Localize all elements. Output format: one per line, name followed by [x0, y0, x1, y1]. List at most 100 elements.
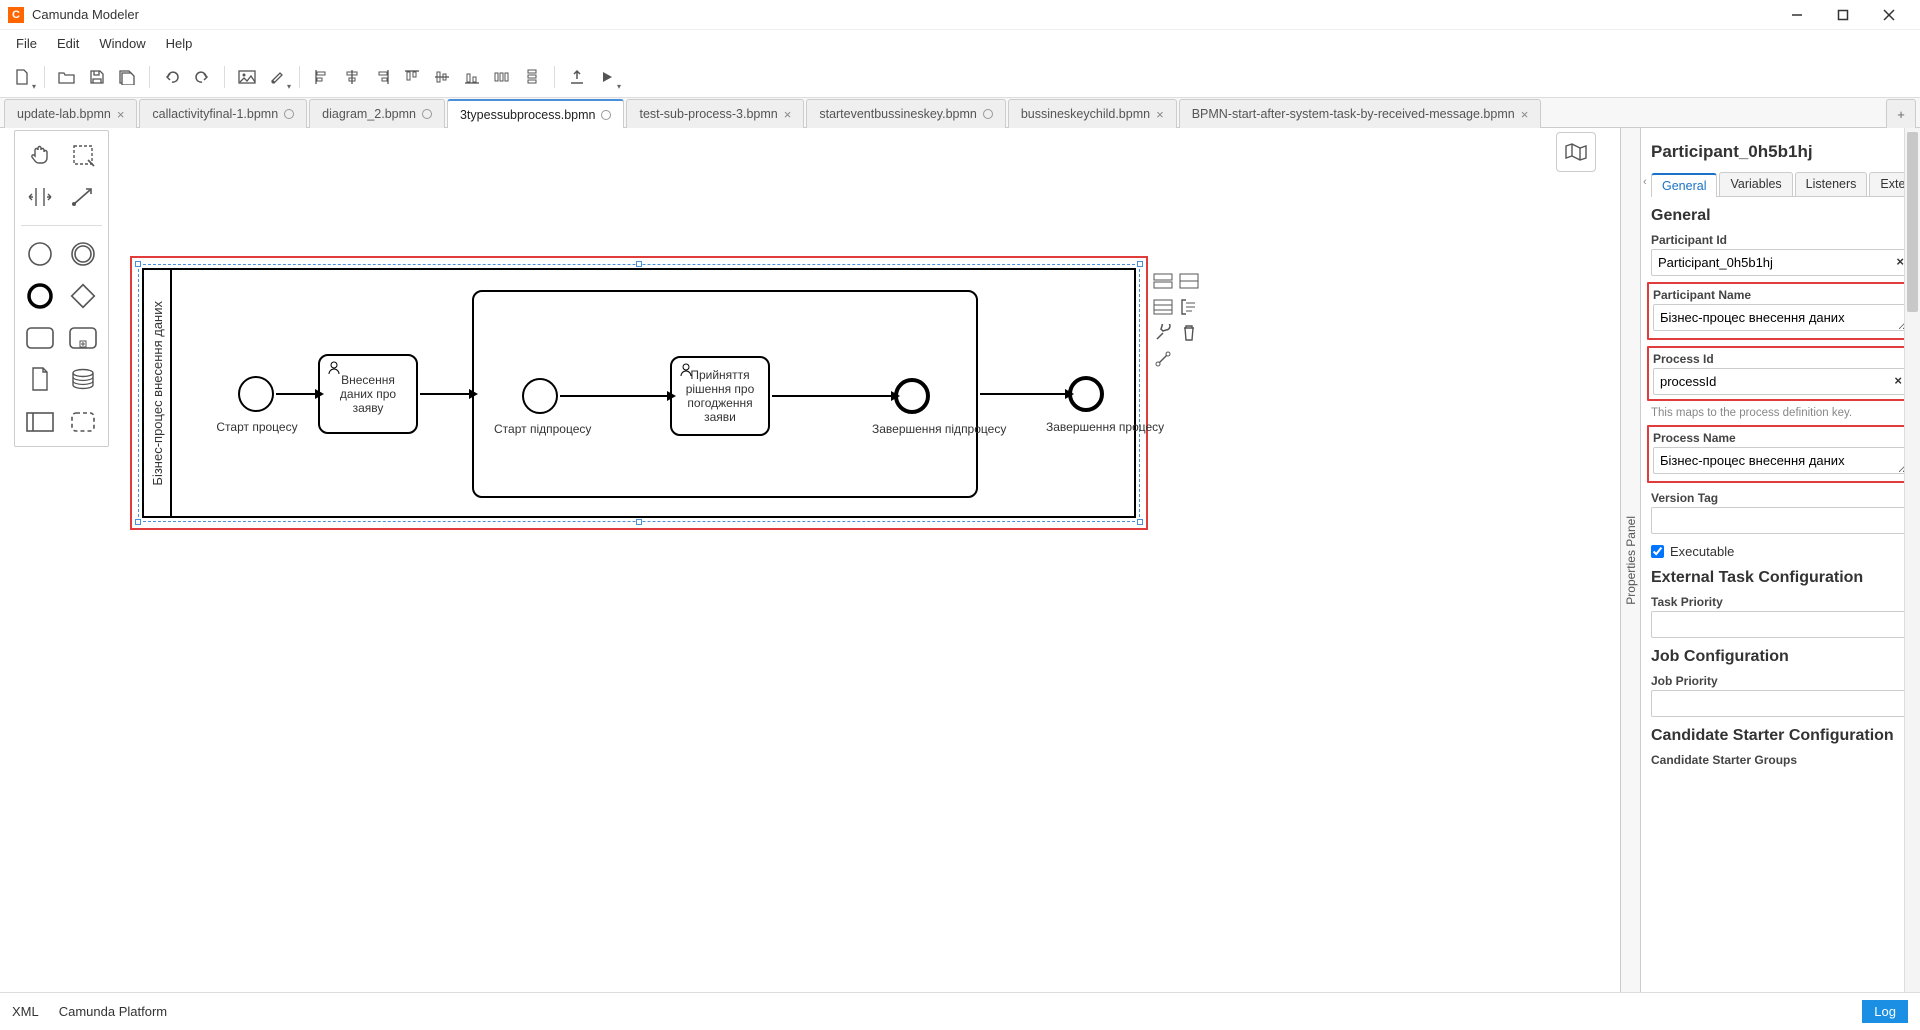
start-event[interactable]	[238, 376, 274, 412]
gateway-icon[interactable]	[65, 280, 103, 312]
close-button[interactable]	[1866, 0, 1912, 30]
participant-name-input[interactable]	[1653, 304, 1908, 331]
append-lane-three-icon[interactable]	[1152, 296, 1174, 318]
data-object-icon[interactable]	[21, 364, 59, 396]
tab-close-icon[interactable]: ×	[1521, 107, 1529, 122]
resize-handle-s[interactable]	[636, 519, 642, 525]
selection-box[interactable]: Бізнес-процес внесення даних Старт проце…	[138, 264, 1140, 522]
align-left-button[interactable]	[308, 63, 336, 91]
deploy-button[interactable]	[563, 63, 591, 91]
properties-panel-toggle[interactable]: Properties Panel	[1621, 128, 1641, 992]
tab-1[interactable]: callactivityfinal-1.bpmn	[139, 99, 307, 128]
task-icon[interactable]	[21, 322, 59, 354]
connect-icon[interactable]	[1152, 348, 1174, 370]
tab-add-button[interactable]: +	[1886, 99, 1916, 128]
save-as-button[interactable]	[113, 63, 141, 91]
align-top-button[interactable]	[398, 63, 426, 91]
sub-start-event[interactable]	[522, 378, 558, 414]
resize-handle-ne[interactable]	[1137, 261, 1143, 267]
tab-unsaved-icon[interactable]	[601, 110, 611, 120]
tab-3[interactable]: 3typessubprocess.bpmn	[447, 99, 625, 128]
image-button[interactable]	[233, 63, 261, 91]
properties-tab-variables[interactable]: Variables	[1719, 172, 1792, 196]
tab-4[interactable]: test-sub-process-3.bpmn×	[626, 99, 804, 128]
clear-icon[interactable]: ×	[1894, 373, 1902, 388]
pool-icon[interactable]	[21, 406, 59, 438]
save-button[interactable]	[83, 63, 111, 91]
canvas[interactable]: Бізнес-процес внесення даних Старт проце…	[0, 128, 1620, 992]
new-file-button[interactable]: ▾	[8, 63, 36, 91]
distribute-h-button[interactable]	[488, 63, 516, 91]
resize-handle-se[interactable]	[1137, 519, 1143, 525]
resize-handle-sw[interactable]	[135, 519, 141, 525]
resize-handle-n[interactable]	[636, 261, 642, 267]
subprocess-icon[interactable]	[65, 322, 103, 354]
menu-window[interactable]: Window	[91, 34, 153, 53]
start-button[interactable]: ▾	[593, 63, 621, 91]
properties-tab-listeners[interactable]: Listeners	[1795, 172, 1868, 196]
status-xml[interactable]: XML	[12, 1004, 39, 1019]
minimize-button[interactable]	[1774, 0, 1820, 30]
task-priority-input[interactable]	[1651, 611, 1910, 638]
executable-checkbox[interactable]	[1651, 545, 1664, 558]
menu-edit[interactable]: Edit	[49, 34, 87, 53]
job-priority-input[interactable]	[1651, 690, 1910, 717]
align-center-button[interactable]	[338, 63, 366, 91]
tab-7[interactable]: BPMN-start-after-system-task-by-received…	[1179, 99, 1542, 128]
redo-button[interactable]	[188, 63, 216, 91]
resize-handle-nw[interactable]	[135, 261, 141, 267]
sequence-flow[interactable]	[560, 395, 668, 397]
maximize-button[interactable]	[1820, 0, 1866, 30]
group-icon[interactable]	[65, 406, 103, 438]
space-tool-icon[interactable]	[21, 181, 59, 213]
sequence-flow[interactable]	[980, 393, 1066, 395]
sequence-flow[interactable]	[420, 393, 470, 395]
tab-unsaved-icon[interactable]	[284, 109, 294, 119]
append-lane-icon[interactable]	[1178, 270, 1200, 292]
tab-6[interactable]: bussineskeychild.bpmn×	[1008, 99, 1177, 128]
undo-button[interactable]	[158, 63, 186, 91]
pool-label-area[interactable]: Бізнес-процес внесення даних	[144, 270, 172, 516]
data-store-icon[interactable]	[65, 364, 103, 396]
end-event-icon[interactable]	[21, 280, 59, 312]
tab-0[interactable]: update-lab.bpmn×	[4, 99, 137, 128]
tab-scroll-left[interactable]: ‹	[1643, 176, 1647, 188]
status-platform[interactable]: Camunda Platform	[59, 1004, 167, 1019]
hand-tool-icon[interactable]	[21, 139, 59, 171]
user-task-1[interactable]: Внесення даних про заяву	[318, 354, 418, 434]
minimap-toggle[interactable]	[1556, 132, 1596, 172]
open-button[interactable]	[53, 63, 81, 91]
subprocess[interactable]: Старт підпроцесу Прийняття рішення про п…	[472, 290, 978, 498]
distribute-v-button[interactable]	[518, 63, 546, 91]
sequence-flow[interactable]	[772, 395, 892, 397]
menu-help[interactable]: Help	[158, 34, 201, 53]
tab-close-icon[interactable]: ×	[784, 107, 792, 122]
tab-close-icon[interactable]: ×	[1156, 107, 1164, 122]
start-event-icon[interactable]	[21, 238, 59, 270]
scrollbar-thumb[interactable]	[1907, 132, 1918, 312]
align-bottom-button[interactable]	[458, 63, 486, 91]
version-tag-input[interactable]	[1651, 507, 1910, 534]
participant-id-input[interactable]	[1651, 249, 1910, 276]
tab-unsaved-icon[interactable]	[983, 109, 993, 119]
text-annotation-icon[interactable]	[1178, 296, 1200, 318]
process-id-input[interactable]	[1653, 368, 1908, 395]
properties-tab-general[interactable]: General	[1651, 173, 1717, 197]
append-lane-above-icon[interactable]	[1152, 270, 1174, 292]
pool[interactable]: Бізнес-процес внесення даних Старт проце…	[142, 268, 1136, 518]
align-middle-button[interactable]	[428, 63, 456, 91]
tab-5[interactable]: starteventbussineskey.bpmn	[806, 99, 1006, 128]
lasso-tool-icon[interactable]	[65, 139, 103, 171]
process-name-input[interactable]	[1653, 447, 1908, 474]
tab-unsaved-icon[interactable]	[422, 109, 432, 119]
log-button[interactable]: Log	[1862, 1000, 1908, 1023]
align-right-button[interactable]	[368, 63, 396, 91]
clear-icon[interactable]: ×	[1896, 254, 1904, 269]
sequence-flow[interactable]	[276, 393, 316, 395]
vertical-scrollbar[interactable]	[1904, 128, 1920, 992]
wrench-icon[interactable]	[1152, 322, 1174, 344]
connect-tool-icon[interactable]	[65, 181, 103, 213]
intermediate-event-icon[interactable]	[65, 238, 103, 270]
trash-icon[interactable]	[1178, 322, 1200, 344]
tab-close-icon[interactable]: ×	[117, 107, 125, 122]
